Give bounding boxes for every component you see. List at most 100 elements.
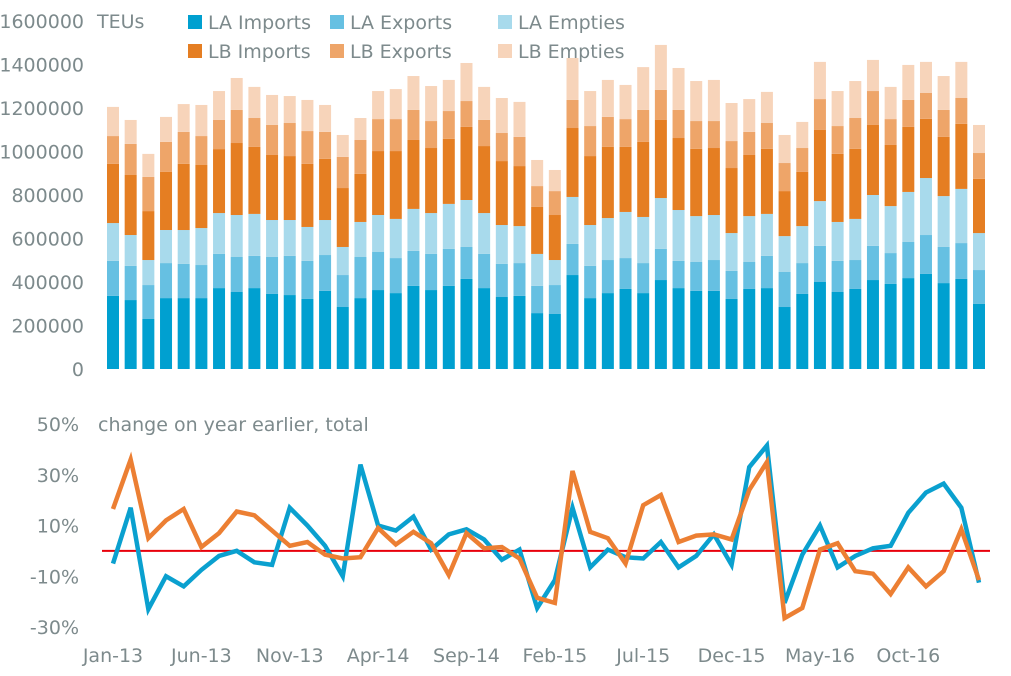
bar-segment-la-empties — [531, 253, 544, 286]
line-la-total — [110, 440, 982, 617]
bar-segment-lb-empties — [531, 159, 544, 187]
bar-segment-lb-empties — [425, 86, 438, 122]
bar-segment-lb-exports — [160, 141, 173, 172]
bar-segment-la-imports — [760, 288, 773, 369]
bar-segment-lb-empties — [866, 59, 879, 92]
bar-segment-lb-empties — [937, 76, 950, 110]
bar-segment-lb-imports — [478, 146, 491, 214]
bar-segment-la-imports — [478, 288, 491, 369]
bar-stack — [301, 99, 314, 369]
bar-segment-la-imports — [548, 313, 561, 369]
bar-segment-la-imports — [672, 288, 685, 369]
bar-stack — [425, 86, 438, 369]
bar-segment-la-empties — [495, 225, 508, 264]
bar-segment-lb-empties — [107, 106, 119, 137]
bar-segment-lb-exports — [760, 123, 773, 149]
legend-label: LB Exports — [350, 41, 452, 63]
bar-stack — [531, 159, 544, 369]
bar-segment-la-exports — [725, 270, 738, 299]
bar-stack — [937, 76, 950, 369]
bar-segment-lb-imports — [301, 163, 314, 227]
bar-segment-lb-exports — [955, 98, 968, 124]
x-tick-label: Dec-15 — [698, 645, 766, 667]
bar-segment-la-empties — [336, 246, 349, 276]
bar-segment-lb-imports — [107, 163, 119, 224]
bar-segment-la-empties — [407, 208, 420, 251]
bar-segment-la-empties — [142, 260, 155, 286]
bar-stack — [266, 94, 279, 369]
bar-segment-lb-empties — [849, 81, 862, 119]
bar-segment-la-exports — [442, 248, 455, 286]
bar-segment-lb-imports — [937, 136, 950, 197]
bar-segment-lb-imports — [531, 206, 544, 254]
line-y-tick-label: -30% — [30, 617, 79, 639]
line-y-tick-label: -10% — [30, 566, 79, 588]
bar-segment-la-empties — [955, 188, 968, 244]
bar-segment-la-imports — [955, 278, 968, 369]
legend-label: LB Imports — [208, 41, 311, 63]
bar-segment-la-exports — [354, 256, 367, 299]
line-chart-annotation: change on year earlier, total — [98, 414, 369, 436]
bar-segment-la-exports — [849, 260, 862, 289]
bar-segment-la-imports — [230, 292, 243, 369]
bar-segment-lb-empties — [884, 86, 897, 120]
bar-segment-la-imports — [796, 293, 809, 369]
bar-segment-la-imports — [743, 288, 756, 369]
bar-segment-lb-exports — [319, 131, 332, 159]
bar-segment-lb-empties — [973, 124, 985, 154]
bar-segment-lb-exports — [973, 153, 985, 179]
bar-segment-la-empties — [796, 226, 809, 264]
bar-segment-la-imports — [690, 290, 703, 369]
bar-segment-la-empties — [442, 203, 455, 249]
bar-segment-la-exports — [637, 263, 650, 294]
bar-segment-la-imports — [495, 297, 508, 369]
bar-segment-lb-empties — [495, 98, 508, 134]
bar-segment-lb-exports — [407, 109, 420, 140]
bar-segment-lb-imports — [248, 146, 261, 214]
bar-segment-la-imports — [831, 292, 844, 369]
bar-segment-la-exports — [266, 256, 279, 294]
bar-segment-la-imports — [213, 288, 226, 369]
bar-y-tick-label: 400000 — [11, 272, 84, 294]
legend: LA Imports LA Exports LA Empties LB Imports… — [188, 12, 625, 63]
bar-segment-lb-empties — [831, 91, 844, 127]
bar-segment-la-exports — [213, 253, 226, 289]
x-tick-label: Jul-15 — [615, 645, 670, 667]
legend-label: LB Empties — [518, 41, 625, 63]
bar-segment-la-empties — [354, 221, 367, 257]
bar-segment-lb-imports — [495, 161, 508, 226]
bar-segment-lb-imports — [672, 138, 685, 211]
bar-segment-lb-exports — [107, 136, 119, 164]
legend-item: LA Imports — [188, 12, 311, 34]
bar-segment-la-exports — [866, 245, 879, 281]
bar-segment-lb-empties — [919, 61, 932, 93]
bar-segment-la-imports — [301, 298, 314, 369]
bar-stack — [690, 81, 703, 369]
bar-stack — [248, 86, 261, 369]
x-tick-label: Sep-14 — [433, 645, 500, 667]
bar-segment-lb-imports — [319, 158, 332, 221]
bar-stack — [760, 91, 773, 369]
bar-segment-la-empties — [707, 215, 720, 261]
bar-y-axis: 0 200000 400000 600000 800000 1000000 1200000 1… — [0, 11, 84, 381]
bar-segment-la-imports — [372, 290, 385, 369]
bar-segment-lb-exports — [601, 116, 614, 147]
bar-segment-la-exports — [531, 285, 544, 314]
bar-segment-lb-empties — [195, 104, 208, 137]
bar-stack — [707, 79, 720, 369]
bar-segment-la-imports — [336, 307, 349, 369]
bar-segment-lb-exports — [831, 126, 844, 154]
legend-swatch — [498, 44, 512, 58]
bar-stack — [955, 61, 968, 369]
bar-segment-lb-imports — [637, 141, 650, 217]
bar-stack — [973, 124, 985, 369]
bar-segment-la-exports — [160, 263, 173, 299]
bar-segment-la-imports — [973, 303, 985, 369]
legend-swatch — [188, 44, 202, 58]
legend-swatch — [330, 44, 344, 58]
bar-segment-la-imports — [778, 307, 791, 369]
bar-stack — [124, 119, 137, 369]
bar-segment-lb-imports — [354, 173, 367, 222]
bar-segment-la-exports — [124, 265, 137, 301]
bar-segment-lb-empties — [796, 121, 809, 149]
